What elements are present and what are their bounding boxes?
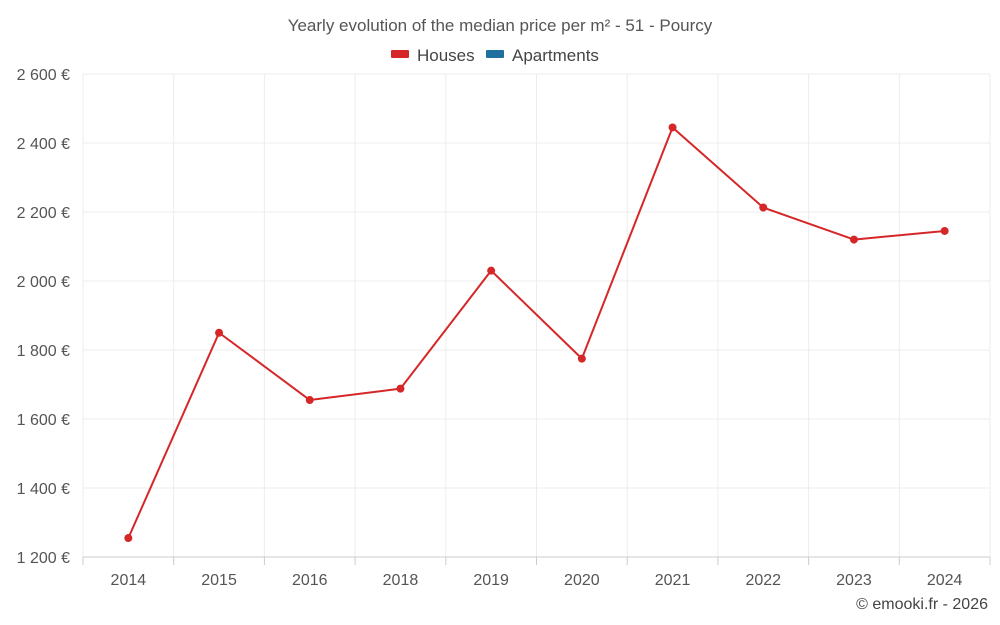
y-tick-label: 2 400 € bbox=[17, 136, 70, 153]
credit-text: © emooki.fr - 2026 bbox=[856, 596, 988, 613]
legend-label-apartments[interactable]: Apartments bbox=[512, 46, 599, 65]
data-point[interactable] bbox=[759, 203, 768, 212]
x-tick-label: 2018 bbox=[383, 572, 419, 589]
y-tick-label: 1 600 € bbox=[17, 412, 70, 429]
data-point[interactable] bbox=[396, 384, 405, 393]
data-point[interactable] bbox=[487, 266, 496, 275]
grid bbox=[82, 73, 991, 565]
y-tick-label: 2 600 € bbox=[17, 67, 70, 84]
data-point[interactable] bbox=[124, 534, 133, 543]
chart-title: Yearly evolution of the median price per… bbox=[288, 16, 713, 35]
y-tick-label: 1 200 € bbox=[17, 550, 70, 567]
data-point[interactable] bbox=[215, 328, 224, 337]
x-axis: 2014 2015 2016 2018 2019 2020 2021 2022 2023 2024 bbox=[111, 572, 963, 589]
x-tick-label: 2023 bbox=[836, 572, 872, 589]
data-point[interactable] bbox=[668, 123, 677, 132]
legend-label-houses[interactable]: Houses bbox=[417, 46, 475, 65]
x-tick-label: 2014 bbox=[111, 572, 147, 589]
y-tick-label: 1 800 € bbox=[17, 343, 70, 360]
legend: Houses Apartments bbox=[391, 46, 599, 65]
legend-swatch-houses[interactable] bbox=[391, 50, 409, 58]
x-tick-label: 2021 bbox=[655, 572, 691, 589]
x-tick-label: 2015 bbox=[201, 572, 237, 589]
data-point[interactable] bbox=[305, 396, 314, 405]
x-tick-label: 2019 bbox=[473, 572, 509, 589]
y-axis: 1 200 € 1 400 € 1 600 € 1 800 € 2 000 € 2 200… bbox=[17, 67, 70, 567]
series-houses bbox=[124, 123, 949, 543]
x-tick-label: 2022 bbox=[745, 572, 781, 589]
y-tick-label: 2 200 € bbox=[17, 205, 70, 222]
data-point[interactable] bbox=[940, 226, 949, 235]
data-point[interactable] bbox=[577, 354, 586, 363]
data-point[interactable] bbox=[849, 235, 858, 244]
y-tick-label: 1 400 € bbox=[17, 481, 70, 498]
x-tick-label: 2016 bbox=[292, 572, 328, 589]
x-tick-label: 2024 bbox=[927, 572, 963, 589]
legend-swatch-apartments[interactable] bbox=[486, 50, 504, 58]
series-line-houses bbox=[127, 126, 945, 539]
y-tick-label: 2 000 € bbox=[17, 274, 70, 291]
x-tick-label: 2020 bbox=[564, 572, 600, 589]
